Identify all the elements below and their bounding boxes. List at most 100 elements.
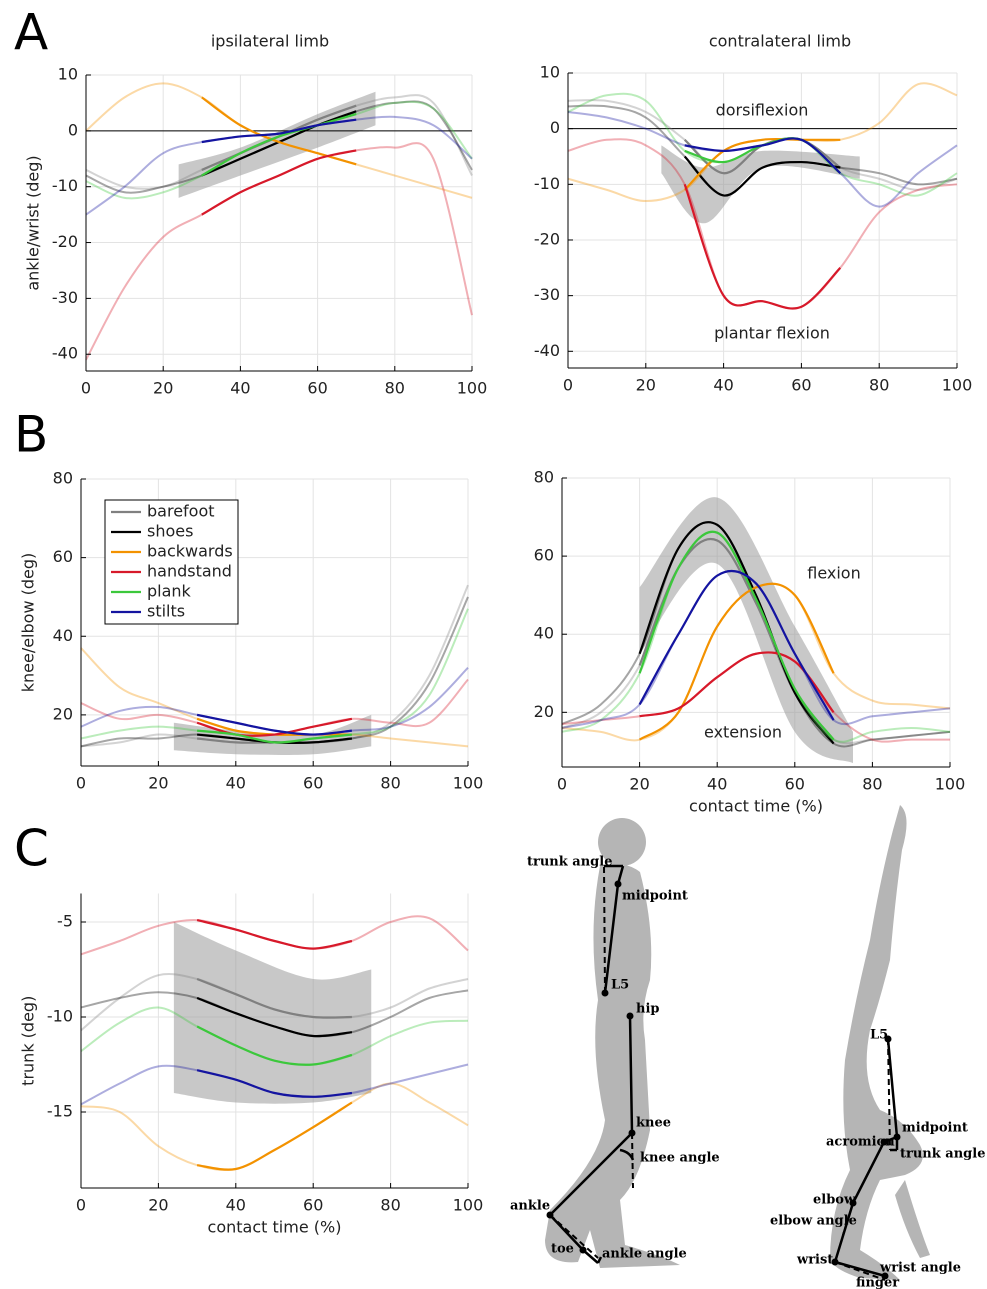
series-line <box>683 155 841 197</box>
x-tick-label: 0 <box>81 379 91 398</box>
y-tick-label: 80 <box>53 469 73 488</box>
diagram-label: wrist <box>796 1253 833 1268</box>
handstand-reference <box>834 1038 891 1281</box>
legend-label: barefoot <box>147 502 215 521</box>
legend-label: plank <box>147 582 192 601</box>
x-tick-label: 0 <box>557 775 567 794</box>
y-tick-label: -20 <box>52 232 78 251</box>
y-tick-label: -30 <box>52 288 78 307</box>
x-tick-label: 40 <box>226 1196 246 1215</box>
x-tick-label: 100 <box>453 1196 484 1215</box>
x-tick-label: 100 <box>457 379 488 398</box>
series-line <box>196 919 353 950</box>
y-tick-label: 80 <box>534 468 554 487</box>
y-tick-label: -20 <box>534 229 560 248</box>
y-tick-label: -30 <box>534 285 560 304</box>
diagram-label: elbow angle <box>770 1214 857 1229</box>
annotation: plantar flexion <box>714 324 830 343</box>
standing-joints <box>546 880 636 1254</box>
plot <box>561 477 951 767</box>
y-axis-label: ankle/wrist (deg) <box>24 155 43 290</box>
y-tick-label: -5 <box>57 912 73 931</box>
x-tick-label: 80 <box>869 376 889 395</box>
x-tick-label: 40 <box>230 379 250 398</box>
handstand-silhouette <box>830 805 930 1280</box>
series-line <box>638 521 835 745</box>
diagram-label: knee <box>636 1116 671 1131</box>
diagram-label: L5 <box>870 1028 888 1043</box>
y-tick-label: -40 <box>534 341 560 360</box>
y-axis-label: knee/elbow (deg) <box>19 553 38 693</box>
handstand-joints <box>831 1035 901 1280</box>
diagram-label: hip <box>636 1002 659 1017</box>
y-tick-label: -15 <box>47 1102 73 1121</box>
legend-label: stilts <box>147 602 185 621</box>
y-tick-label: 60 <box>534 546 554 565</box>
series-line <box>196 996 353 1038</box>
legend-label: handstand <box>147 562 232 581</box>
panel-letter: B <box>14 406 48 464</box>
y-axis-label: trunk (deg) <box>19 996 38 1086</box>
y-tick-label: 10 <box>540 63 560 82</box>
diagram-label: wrist angle <box>879 1261 961 1276</box>
series-line <box>201 96 357 166</box>
band <box>178 91 376 198</box>
annotation: extension <box>704 723 782 742</box>
panel-letter: C <box>14 820 49 878</box>
band <box>173 922 372 1104</box>
series-line <box>196 977 352 1019</box>
panel-letter: A <box>14 4 48 62</box>
series-line <box>684 137 842 175</box>
y-tick-label: -10 <box>47 1007 73 1026</box>
series-line <box>638 582 835 741</box>
annotation: flexion <box>807 564 860 583</box>
x-tick-label: 60 <box>303 1196 323 1215</box>
x-axis-label: contact time (%) <box>208 1218 342 1237</box>
x-tick-label: 100 <box>942 376 973 395</box>
series-line <box>201 118 357 144</box>
y-tick-label: 60 <box>53 547 73 566</box>
y-tick-label: -10 <box>534 174 560 193</box>
x-tick-label: 20 <box>636 376 656 395</box>
x-tick-label: 60 <box>303 774 323 793</box>
y-tick-label: 40 <box>53 626 73 645</box>
x-tick-label: 60 <box>791 376 811 395</box>
diagram-label: trunk angle <box>527 855 612 870</box>
series-line <box>196 713 353 736</box>
diagram-label: toe <box>551 1242 574 1257</box>
diagram-label: L5 <box>611 978 629 993</box>
x-tick-label: 60 <box>785 775 805 794</box>
x-tick-label: 40 <box>713 376 733 395</box>
x-tick-label: 40 <box>707 775 727 794</box>
x-tick-label: 20 <box>153 379 173 398</box>
y-tick-label: 0 <box>68 120 78 139</box>
series-line <box>201 113 357 177</box>
series-line <box>196 1069 353 1098</box>
series-line <box>196 1025 353 1066</box>
x-tick-label: 100 <box>453 774 484 793</box>
x-tick-label: 80 <box>385 379 405 398</box>
diagram-label: ankle <box>510 1199 550 1214</box>
x-tick-label: 0 <box>76 774 86 793</box>
legend-label: shoes <box>147 522 193 541</box>
series-line-faded <box>80 608 469 744</box>
y-tick-label: -10 <box>52 176 78 195</box>
diagram-label: ankle angle <box>602 1247 687 1262</box>
series-line <box>638 530 835 741</box>
chart-title: contralateral limb <box>709 32 851 51</box>
series-line <box>683 183 842 310</box>
x-tick-label: 100 <box>935 775 966 794</box>
x-tick-label: 60 <box>307 379 327 398</box>
y-tick-label: 10 <box>58 65 78 84</box>
series-line <box>638 569 835 721</box>
x-tick-label: 20 <box>629 775 649 794</box>
x-tick-label: 80 <box>380 774 400 793</box>
diagram-label: trunk angle <box>900 1147 985 1162</box>
band <box>661 145 860 224</box>
legend-label: backwards <box>147 542 233 561</box>
x-axis-label: contact time (%) <box>689 797 823 816</box>
series-line <box>196 729 353 744</box>
plot <box>85 74 473 371</box>
diagram-label: midpoint <box>622 889 688 904</box>
diagram-label: acromion <box>826 1135 895 1150</box>
